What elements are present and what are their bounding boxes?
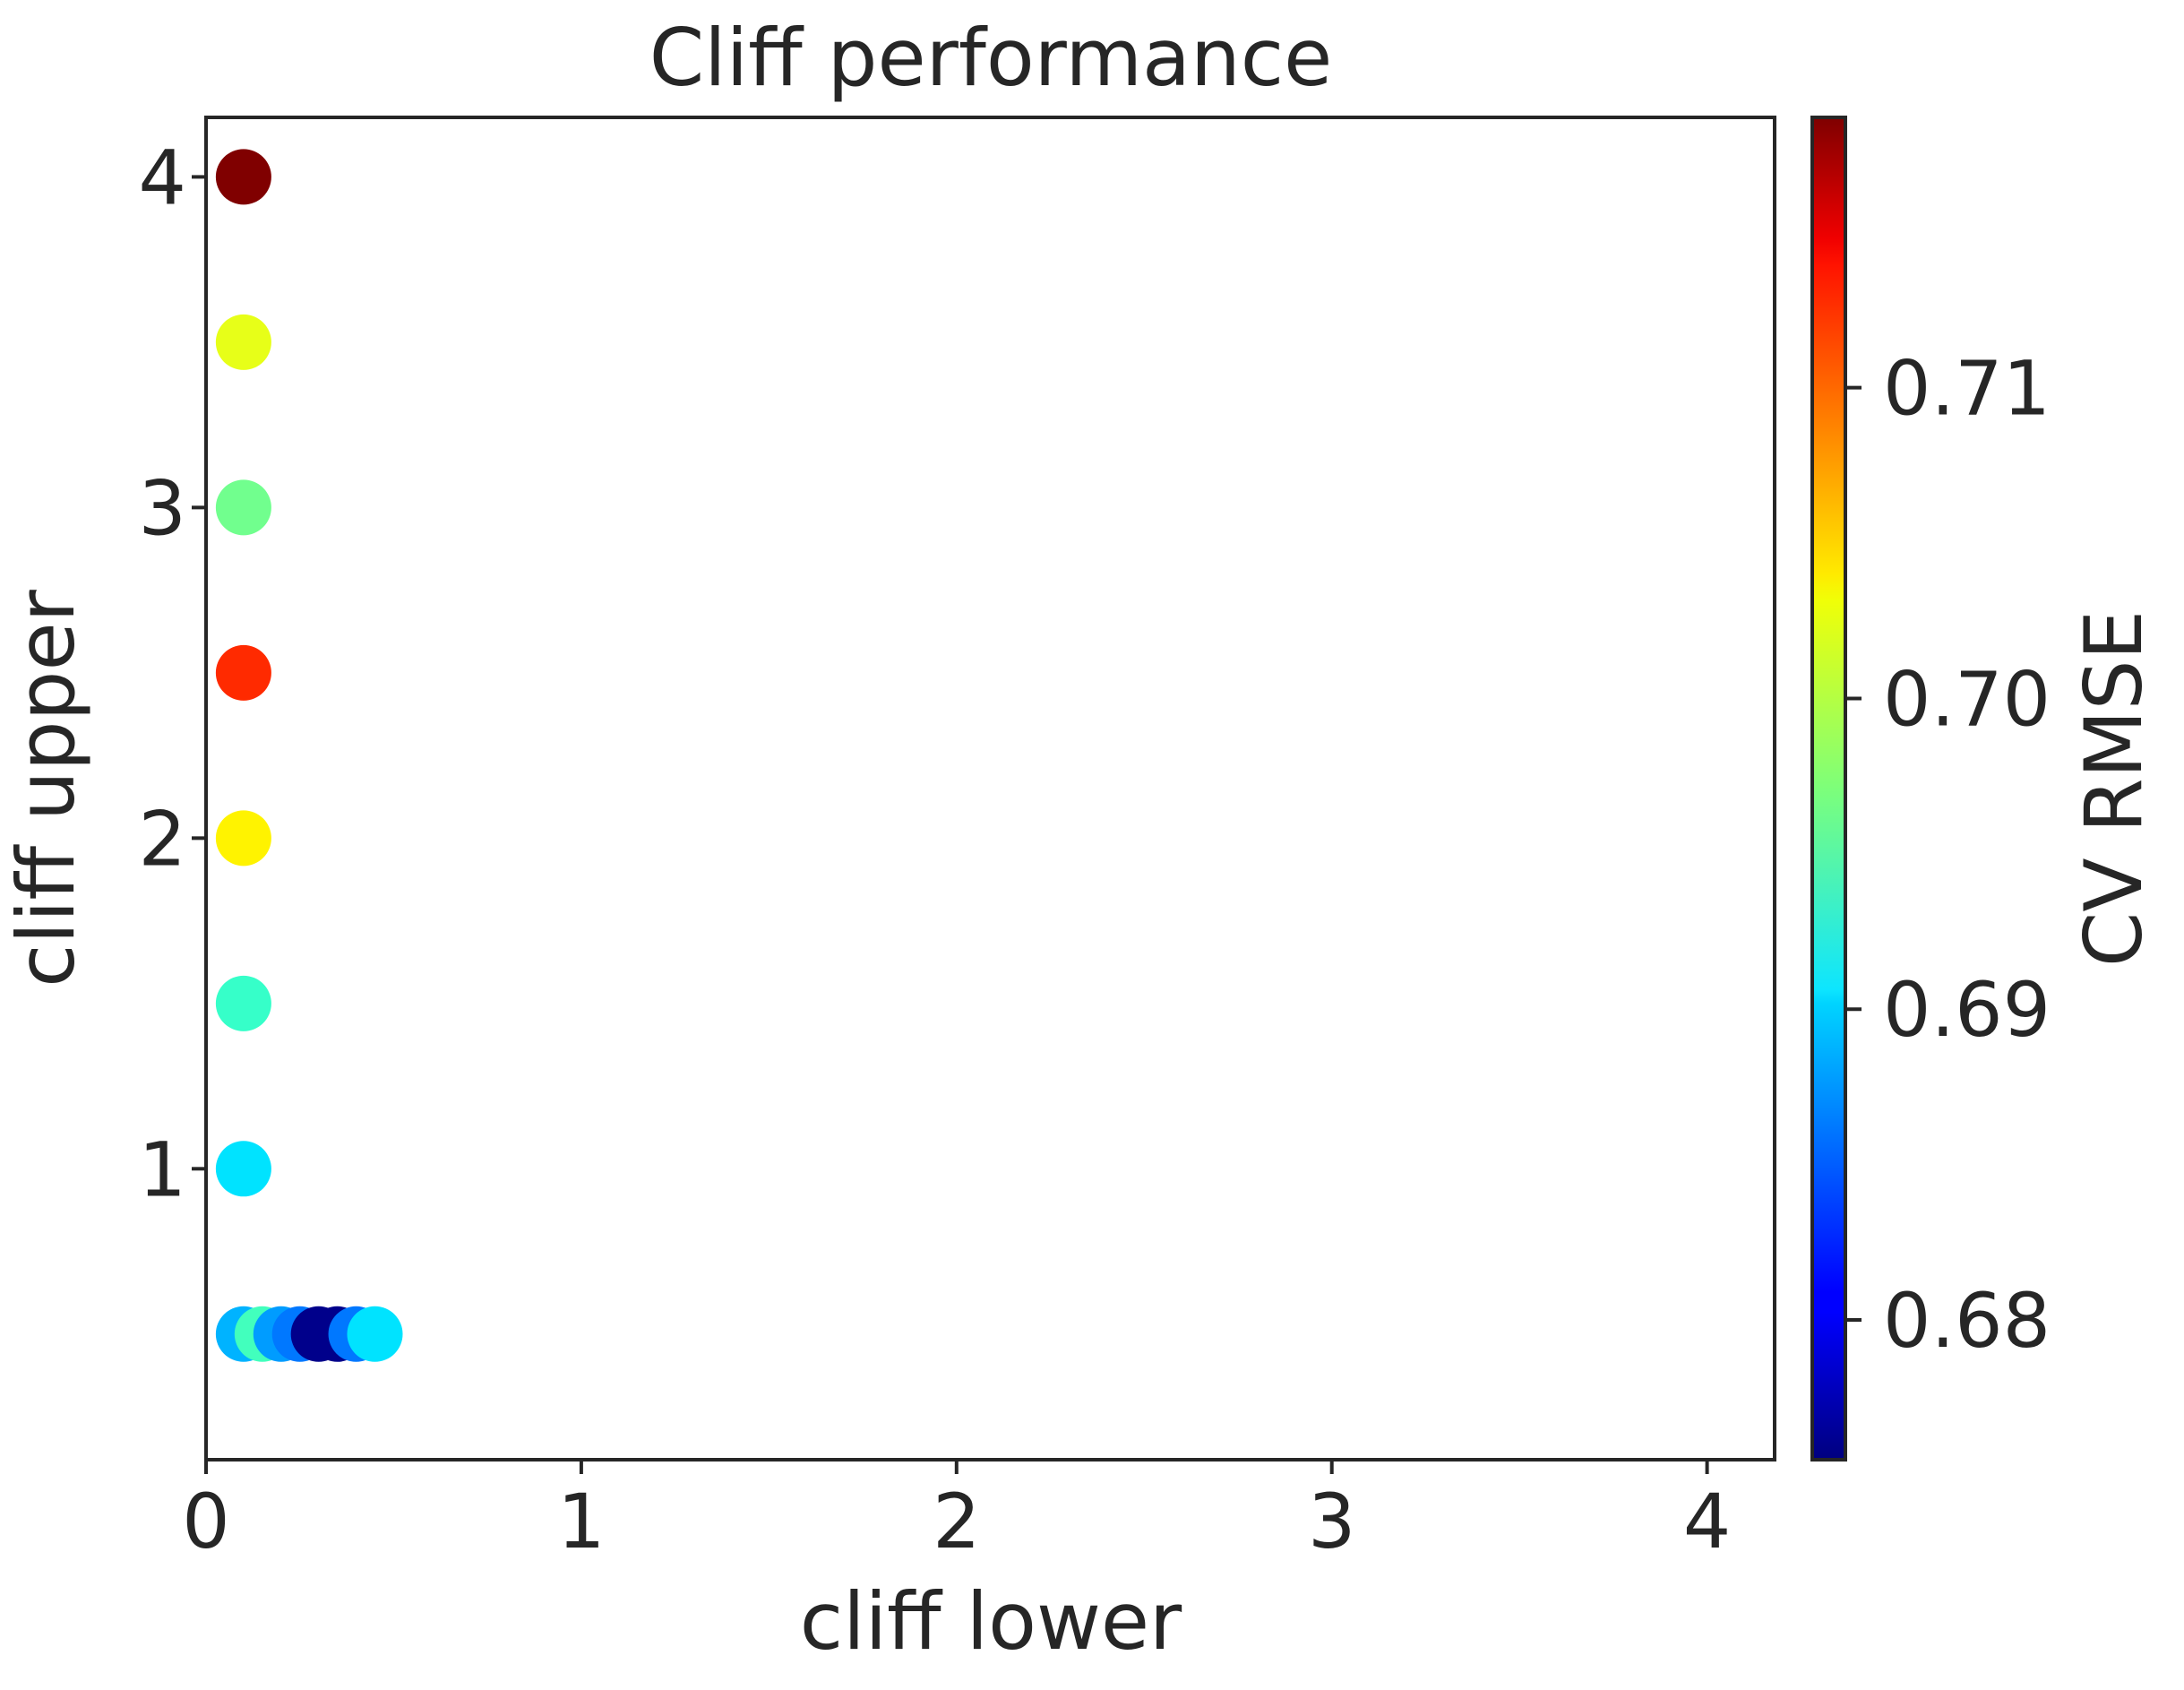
y-tick-label: 3	[139, 464, 186, 552]
scatter-point	[215, 810, 271, 867]
colorbar-tick-label: 0.68	[1883, 1277, 2051, 1365]
x-axis-ticks: 0 1 2 3 4	[182, 1460, 1731, 1565]
scatter-point	[215, 314, 271, 370]
colorbar-ticks: 0.68 0.69 0.70 0.71	[1845, 345, 2051, 1365]
scatter-point	[347, 1306, 403, 1362]
scatter-point	[215, 975, 271, 1031]
x-axis-label: cliff lower	[800, 1575, 1182, 1668]
x-tick-label: 3	[1308, 1478, 1355, 1565]
chart-title: Cliff performance	[649, 12, 1333, 104]
points-layer	[215, 149, 403, 1362]
colorbar-tick-label: 0.71	[1883, 345, 2051, 433]
x-tick-label: 1	[557, 1478, 605, 1565]
x-tick-label: 2	[933, 1478, 980, 1565]
y-axis-label: cliff upper	[0, 589, 92, 987]
x-tick-label: 4	[1683, 1478, 1731, 1565]
y-tick-label: 1	[139, 1125, 186, 1213]
colorbar-tick-label: 0.70	[1883, 655, 2051, 743]
plot-frame	[204, 116, 1776, 1462]
y-tick-label: 2	[139, 795, 186, 883]
y-tick-label: 4	[139, 134, 186, 221]
scatter-point	[215, 1141, 271, 1197]
colorbar-tick-label: 0.69	[1883, 966, 2051, 1054]
scatter-point	[215, 479, 271, 536]
scatter-point	[215, 149, 271, 205]
colorbar-label: CV RMSE	[2068, 610, 2160, 967]
x-tick-label: 0	[182, 1478, 229, 1565]
colorbar	[1810, 116, 1847, 1462]
scatter-point	[215, 644, 271, 701]
y-axis-ticks: 1 2 3 4	[139, 134, 206, 1213]
